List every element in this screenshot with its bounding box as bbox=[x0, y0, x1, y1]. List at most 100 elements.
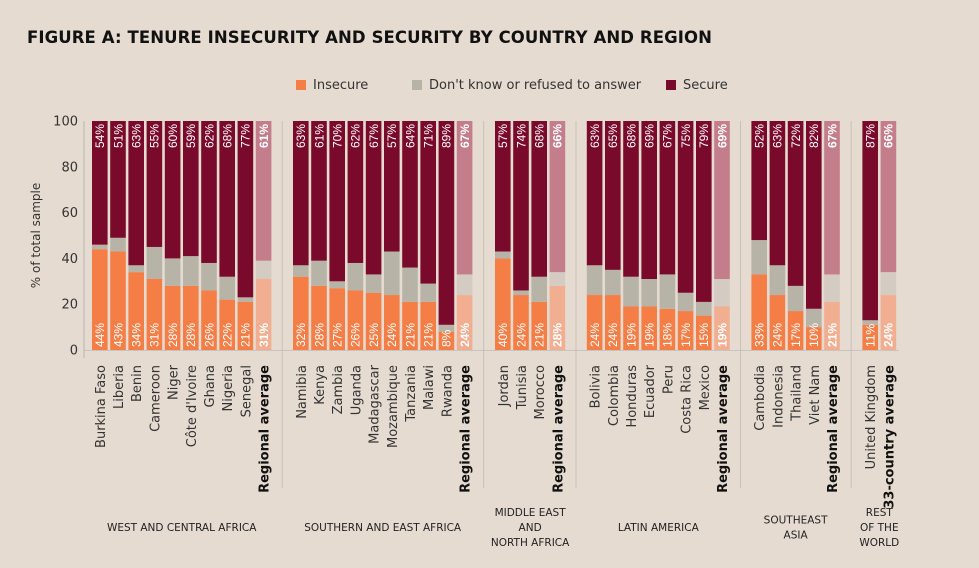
bar-mexico: 79% 15% Mexico bbox=[696, 121, 713, 410]
bar-segment-dont-know bbox=[641, 279, 657, 307]
bar-bolivia: 63% 24% Bolivia bbox=[586, 121, 604, 408]
data-label-insecure: 24% bbox=[588, 323, 602, 347]
bar-segment-secure bbox=[311, 121, 327, 261]
data-label-insecure: 31% bbox=[148, 323, 162, 347]
data-label-insecure: 28% bbox=[184, 323, 198, 347]
data-label-secure: 63% bbox=[130, 124, 144, 148]
bar-group-middle-east-and-north-africa: 57%40%Jordan74%24%Tunisia68%21%Morocco66… bbox=[495, 121, 566, 493]
data-label-insecure: 28% bbox=[551, 323, 565, 347]
bar-segment-secure bbox=[146, 121, 163, 247]
data-label-insecure: 28% bbox=[166, 323, 180, 347]
bar-segment-insecure bbox=[531, 301, 547, 350]
bar-nigeria: 68% 22% Nigeria bbox=[219, 121, 236, 412]
data-label-insecure: 21% bbox=[422, 323, 436, 347]
bar-segment-insecure bbox=[201, 290, 217, 350]
bar-group-latin-america: 63% 24% Bolivia 65% 24% Colombia 68% 19% Hondura… bbox=[586, 121, 731, 493]
region-label: SOUTHERN AND EAST AFRICA bbox=[304, 522, 462, 534]
data-label-secure: 89% bbox=[440, 124, 454, 148]
category-label: Thailand bbox=[790, 365, 805, 422]
data-label-secure: 67% bbox=[458, 124, 472, 148]
bar-segment-insecure bbox=[787, 311, 804, 350]
bar-regional-average: 67% 24% Regional average bbox=[456, 121, 474, 493]
bar-segment-insecure bbox=[329, 288, 345, 350]
bar-regional-average: 67% 21% Regional average bbox=[824, 121, 841, 493]
bar-segment-secure bbox=[806, 121, 822, 309]
bar-segment-secure bbox=[880, 121, 897, 273]
bar-segment-insecure bbox=[806, 327, 822, 350]
data-label-insecure: 34% bbox=[130, 323, 144, 347]
data-label-secure: 68% bbox=[624, 124, 638, 148]
bar-segment-insecure bbox=[641, 306, 657, 350]
data-label-insecure: 24% bbox=[385, 323, 399, 347]
bar-segment-secure bbox=[787, 121, 804, 286]
bar-segment-dont-know bbox=[549, 272, 566, 286]
data-label-insecure: 18% bbox=[661, 323, 675, 347]
region-label: MIDDLE EAST bbox=[495, 507, 567, 519]
bar-segment-dont-know bbox=[605, 269, 621, 296]
bar-segment-insecure bbox=[365, 292, 382, 350]
category-label: Côte d'Ivoire bbox=[185, 365, 200, 447]
data-label-insecure: 8% bbox=[440, 329, 454, 347]
bar-segment-insecure bbox=[311, 285, 327, 350]
bar-liberia: 51% 43% Liberia bbox=[110, 121, 127, 409]
bar-segment-secure bbox=[659, 121, 676, 275]
bar-segment-dont-know bbox=[293, 265, 309, 277]
bar-niger: 60% 28% Niger bbox=[164, 121, 182, 400]
bar-segment-secure bbox=[329, 121, 345, 282]
region-label: SOUTHEAST bbox=[764, 515, 828, 527]
category-label: Costa Rica bbox=[680, 365, 695, 434]
data-label-secure: 59% bbox=[184, 124, 198, 148]
bar-segment-secure bbox=[183, 121, 199, 257]
category-label: Regional average bbox=[826, 365, 841, 493]
bar-segment-secure bbox=[255, 121, 272, 261]
region-label: AND bbox=[519, 522, 542, 534]
category-label: Regional average bbox=[716, 365, 731, 493]
bar-segment-dont-know bbox=[128, 265, 144, 273]
bar-segment-dont-know bbox=[787, 285, 804, 312]
data-label-secure: 65% bbox=[606, 124, 620, 148]
bar-segment-dont-know bbox=[201, 262, 217, 291]
region-label: REST bbox=[866, 507, 894, 519]
bar-segment-insecure bbox=[237, 301, 254, 350]
bar-burkina-faso: 54% 44% Burkina Faso bbox=[92, 121, 109, 448]
category-label: Cambodia bbox=[753, 365, 768, 431]
category-label: Tunisia bbox=[515, 365, 530, 410]
y-tick-label: 20 bbox=[61, 298, 78, 313]
category-label: Senegal bbox=[239, 365, 254, 417]
bar-segment-dont-know bbox=[347, 262, 364, 291]
bar-segment-secure bbox=[456, 121, 473, 275]
bar-segment-insecure bbox=[586, 295, 603, 350]
data-label-secure: 69% bbox=[643, 124, 657, 148]
data-label-insecure: 24% bbox=[882, 323, 896, 347]
bar-segment-dont-know bbox=[495, 251, 511, 259]
data-label-secure: 77% bbox=[239, 124, 253, 148]
region-label: ASIA bbox=[784, 530, 809, 542]
bar-regional-average: 66% 28% Regional average bbox=[549, 121, 566, 493]
data-label-secure: 57% bbox=[496, 124, 510, 148]
region-label: WEST AND CENTRAL AFRICA bbox=[107, 522, 257, 534]
bar-segment-secure bbox=[420, 121, 436, 284]
data-label-secure: 68% bbox=[533, 124, 547, 148]
bar-peru: 67% 18% Peru bbox=[659, 121, 676, 394]
data-label-insecure: 43% bbox=[111, 323, 125, 347]
bar-segment-insecure bbox=[456, 295, 473, 350]
data-label-secure: 79% bbox=[697, 124, 711, 148]
bar-segment-insecure bbox=[513, 295, 529, 350]
data-label-insecure: 17% bbox=[679, 323, 693, 347]
bar-segment-secure bbox=[201, 121, 217, 263]
bar-benin: 63% 34% Benin bbox=[128, 121, 145, 402]
bar-segment-secure bbox=[769, 121, 786, 266]
bar-segment-insecure bbox=[769, 295, 786, 350]
category-label: Viet Nam bbox=[808, 365, 823, 425]
data-label-insecure: 21% bbox=[533, 323, 547, 347]
bar-c-te-d-ivoire: 59% 28% Côte d'Ivoire bbox=[183, 121, 200, 447]
bar-segment-insecure bbox=[293, 276, 309, 350]
category-label: Kenya bbox=[313, 365, 328, 405]
bar-segment-secure bbox=[219, 121, 235, 277]
bar-segment-dont-know bbox=[751, 240, 767, 275]
legend-swatch bbox=[296, 80, 306, 90]
category-label: Ecuador bbox=[643, 364, 658, 418]
data-label-secure: 70% bbox=[331, 124, 345, 148]
bar-segment-dont-know bbox=[659, 274, 676, 309]
bar-segment-secure bbox=[605, 121, 621, 270]
